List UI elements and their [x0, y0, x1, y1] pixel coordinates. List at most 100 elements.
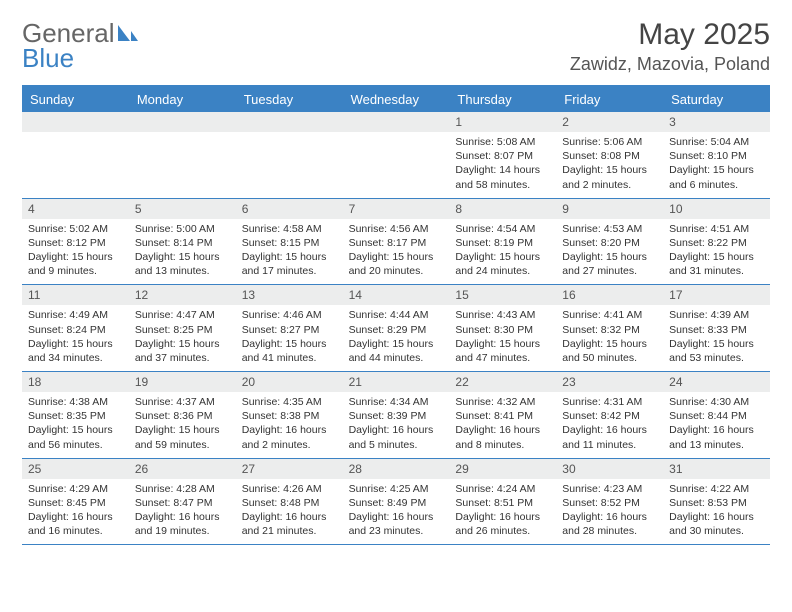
- day-number: 26: [129, 459, 236, 479]
- calendar-cell: 21Sunrise: 4:34 AMSunset: 8:39 PMDayligh…: [343, 372, 450, 458]
- calendar-cell: 11Sunrise: 4:49 AMSunset: 8:24 PMDayligh…: [22, 285, 129, 371]
- day-info: Sunrise: 5:06 AMSunset: 8:08 PMDaylight:…: [556, 132, 663, 198]
- day-info: Sunrise: 4:58 AMSunset: 8:15 PMDaylight:…: [236, 219, 343, 285]
- empty-day: [236, 112, 343, 132]
- calendar-cell: 25Sunrise: 4:29 AMSunset: 8:45 PMDayligh…: [22, 459, 129, 545]
- day-info: Sunrise: 5:02 AMSunset: 8:12 PMDaylight:…: [22, 219, 129, 285]
- day-info: Sunrise: 4:49 AMSunset: 8:24 PMDaylight:…: [22, 305, 129, 371]
- calendar-cell: 9Sunrise: 4:53 AMSunset: 8:20 PMDaylight…: [556, 199, 663, 285]
- calendar-cell: 12Sunrise: 4:47 AMSunset: 8:25 PMDayligh…: [129, 285, 236, 371]
- day-info: Sunrise: 4:44 AMSunset: 8:29 PMDaylight:…: [343, 305, 450, 371]
- day-info: Sunrise: 4:22 AMSunset: 8:53 PMDaylight:…: [663, 479, 770, 545]
- day-number: 8: [449, 199, 556, 219]
- day-header-thursday: Thursday: [449, 87, 556, 112]
- week-row: 25Sunrise: 4:29 AMSunset: 8:45 PMDayligh…: [22, 459, 770, 546]
- day-number: 10: [663, 199, 770, 219]
- day-number: 27: [236, 459, 343, 479]
- day-number: 23: [556, 372, 663, 392]
- calendar-cell: 27Sunrise: 4:26 AMSunset: 8:48 PMDayligh…: [236, 459, 343, 545]
- calendar-cell: 7Sunrise: 4:56 AMSunset: 8:17 PMDaylight…: [343, 199, 450, 285]
- day-info: Sunrise: 4:29 AMSunset: 8:45 PMDaylight:…: [22, 479, 129, 545]
- day-number: 31: [663, 459, 770, 479]
- day-info: Sunrise: 4:24 AMSunset: 8:51 PMDaylight:…: [449, 479, 556, 545]
- day-info: Sunrise: 4:32 AMSunset: 8:41 PMDaylight:…: [449, 392, 556, 458]
- day-info: Sunrise: 4:38 AMSunset: 8:35 PMDaylight:…: [22, 392, 129, 458]
- day-number: 29: [449, 459, 556, 479]
- day-header-wednesday: Wednesday: [343, 87, 450, 112]
- day-number: 18: [22, 372, 129, 392]
- day-info: Sunrise: 4:47 AMSunset: 8:25 PMDaylight:…: [129, 305, 236, 371]
- day-info: Sunrise: 4:53 AMSunset: 8:20 PMDaylight:…: [556, 219, 663, 285]
- calendar-cell: [236, 112, 343, 198]
- calendar-cell: 13Sunrise: 4:46 AMSunset: 8:27 PMDayligh…: [236, 285, 343, 371]
- day-number: 25: [22, 459, 129, 479]
- calendar-cell: [129, 112, 236, 198]
- calendar-cell: 18Sunrise: 4:38 AMSunset: 8:35 PMDayligh…: [22, 372, 129, 458]
- calendar: SundayMondayTuesdayWednesdayThursdayFrid…: [22, 85, 770, 545]
- day-info: Sunrise: 4:28 AMSunset: 8:47 PMDaylight:…: [129, 479, 236, 545]
- day-number: 24: [663, 372, 770, 392]
- calendar-cell: 2Sunrise: 5:06 AMSunset: 8:08 PMDaylight…: [556, 112, 663, 198]
- day-info: Sunrise: 4:51 AMSunset: 8:22 PMDaylight:…: [663, 219, 770, 285]
- day-number: 15: [449, 285, 556, 305]
- day-number: 30: [556, 459, 663, 479]
- calendar-cell: 6Sunrise: 4:58 AMSunset: 8:15 PMDaylight…: [236, 199, 343, 285]
- day-header-saturday: Saturday: [663, 87, 770, 112]
- day-number: 11: [22, 285, 129, 305]
- day-info: Sunrise: 4:39 AMSunset: 8:33 PMDaylight:…: [663, 305, 770, 371]
- brand-logo: GeneralBlue: [22, 18, 139, 74]
- title-block: May 2025 Zawidz, Mazovia, Poland: [570, 18, 770, 75]
- day-number: 2: [556, 112, 663, 132]
- day-info: Sunrise: 4:56 AMSunset: 8:17 PMDaylight:…: [343, 219, 450, 285]
- calendar-cell: 14Sunrise: 4:44 AMSunset: 8:29 PMDayligh…: [343, 285, 450, 371]
- empty-day: [343, 112, 450, 132]
- calendar-cell: 4Sunrise: 5:02 AMSunset: 8:12 PMDaylight…: [22, 199, 129, 285]
- day-number: 9: [556, 199, 663, 219]
- day-number: 20: [236, 372, 343, 392]
- week-row: 1Sunrise: 5:08 AMSunset: 8:07 PMDaylight…: [22, 112, 770, 199]
- week-row: 11Sunrise: 4:49 AMSunset: 8:24 PMDayligh…: [22, 285, 770, 372]
- calendar-body: 1Sunrise: 5:08 AMSunset: 8:07 PMDaylight…: [22, 112, 770, 545]
- calendar-cell: 17Sunrise: 4:39 AMSunset: 8:33 PMDayligh…: [663, 285, 770, 371]
- day-info: Sunrise: 4:31 AMSunset: 8:42 PMDaylight:…: [556, 392, 663, 458]
- calendar-cell: 30Sunrise: 4:23 AMSunset: 8:52 PMDayligh…: [556, 459, 663, 545]
- calendar-cell: 31Sunrise: 4:22 AMSunset: 8:53 PMDayligh…: [663, 459, 770, 545]
- day-info: Sunrise: 4:35 AMSunset: 8:38 PMDaylight:…: [236, 392, 343, 458]
- calendar-cell: 19Sunrise: 4:37 AMSunset: 8:36 PMDayligh…: [129, 372, 236, 458]
- day-number: 6: [236, 199, 343, 219]
- location: Zawidz, Mazovia, Poland: [570, 54, 770, 75]
- calendar-cell: 8Sunrise: 4:54 AMSunset: 8:19 PMDaylight…: [449, 199, 556, 285]
- calendar-cell: 15Sunrise: 4:43 AMSunset: 8:30 PMDayligh…: [449, 285, 556, 371]
- calendar-cell: 26Sunrise: 4:28 AMSunset: 8:47 PMDayligh…: [129, 459, 236, 545]
- empty-day: [22, 112, 129, 132]
- day-number: 1: [449, 112, 556, 132]
- day-header-sunday: Sunday: [22, 87, 129, 112]
- day-info: Sunrise: 5:00 AMSunset: 8:14 PMDaylight:…: [129, 219, 236, 285]
- week-row: 4Sunrise: 5:02 AMSunset: 8:12 PMDaylight…: [22, 199, 770, 286]
- calendar-cell: 10Sunrise: 4:51 AMSunset: 8:22 PMDayligh…: [663, 199, 770, 285]
- day-number: 21: [343, 372, 450, 392]
- day-info: Sunrise: 4:54 AMSunset: 8:19 PMDaylight:…: [449, 219, 556, 285]
- calendar-cell: 28Sunrise: 4:25 AMSunset: 8:49 PMDayligh…: [343, 459, 450, 545]
- day-number: 5: [129, 199, 236, 219]
- calendar-cell: 5Sunrise: 5:00 AMSunset: 8:14 PMDaylight…: [129, 199, 236, 285]
- day-header-friday: Friday: [556, 87, 663, 112]
- calendar-cell: 24Sunrise: 4:30 AMSunset: 8:44 PMDayligh…: [663, 372, 770, 458]
- calendar-cell: 23Sunrise: 4:31 AMSunset: 8:42 PMDayligh…: [556, 372, 663, 458]
- day-number: 19: [129, 372, 236, 392]
- day-info: Sunrise: 4:23 AMSunset: 8:52 PMDaylight:…: [556, 479, 663, 545]
- day-number: 22: [449, 372, 556, 392]
- month-title: May 2025: [570, 18, 770, 52]
- week-row: 18Sunrise: 4:38 AMSunset: 8:35 PMDayligh…: [22, 372, 770, 459]
- day-header-monday: Monday: [129, 87, 236, 112]
- day-number: 17: [663, 285, 770, 305]
- calendar-cell: 20Sunrise: 4:35 AMSunset: 8:38 PMDayligh…: [236, 372, 343, 458]
- day-info: Sunrise: 4:26 AMSunset: 8:48 PMDaylight:…: [236, 479, 343, 545]
- day-number: 14: [343, 285, 450, 305]
- calendar-cell: 29Sunrise: 4:24 AMSunset: 8:51 PMDayligh…: [449, 459, 556, 545]
- calendar-cell: 1Sunrise: 5:08 AMSunset: 8:07 PMDaylight…: [449, 112, 556, 198]
- day-number: 4: [22, 199, 129, 219]
- day-info: Sunrise: 5:08 AMSunset: 8:07 PMDaylight:…: [449, 132, 556, 198]
- day-header-tuesday: Tuesday: [236, 87, 343, 112]
- day-number: 7: [343, 199, 450, 219]
